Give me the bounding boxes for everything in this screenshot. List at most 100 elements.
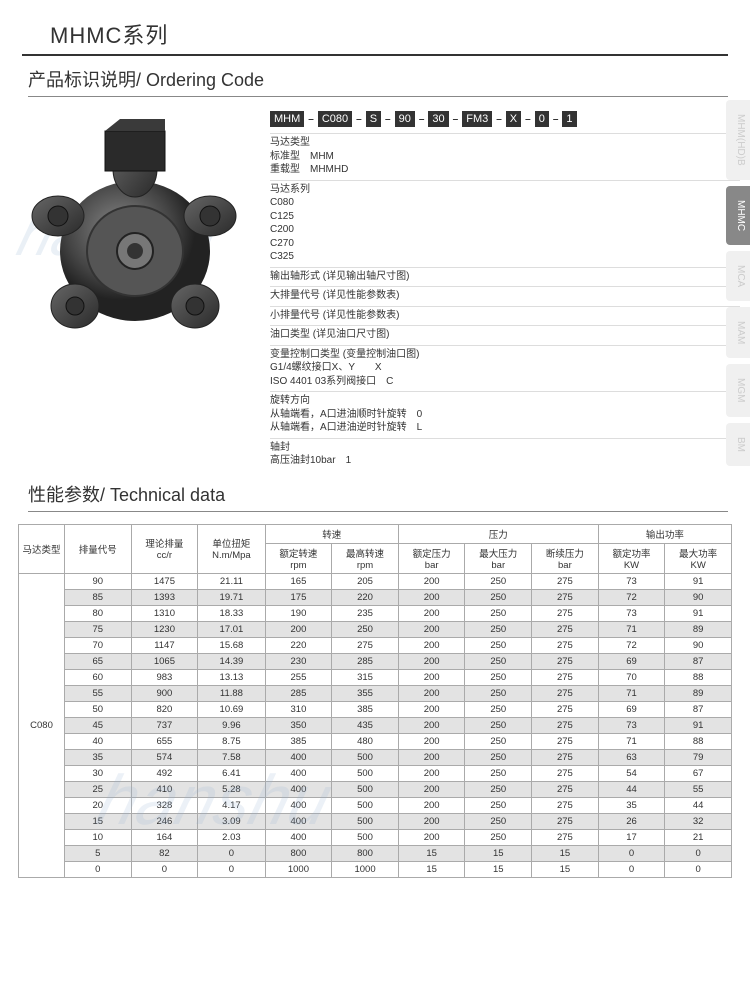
table-row: 65106514.392302852002502756987: [19, 653, 732, 669]
table-cell: 8.75: [198, 733, 265, 749]
table-cell: 250: [465, 685, 532, 701]
table-cell: 90: [65, 573, 132, 589]
technical-table: 马达类型排量代号理论排量cc/r单位扭矩N.m/Mpa转速压力输出功率额定转速r…: [18, 524, 732, 878]
table-cell: 200: [398, 605, 465, 621]
side-tab[interactable]: MHMC: [726, 186, 750, 245]
table-cell: 492: [131, 765, 198, 781]
code-group-title: 马达类型: [270, 136, 310, 150]
code-box: X: [506, 111, 521, 127]
table-cell: 75: [65, 621, 132, 637]
table-cell: 250: [332, 621, 399, 637]
code-group: 马达系列C080C125C200C270C325: [270, 180, 740, 264]
table-cell: 200: [398, 797, 465, 813]
table-cell: 275: [532, 701, 599, 717]
table-cell: 400: [265, 829, 332, 845]
table-cell: 0: [198, 861, 265, 877]
table-cell: 70: [598, 669, 665, 685]
code-group-line: 高压油封10bar 1: [270, 454, 740, 468]
table-cell: 574: [131, 749, 198, 765]
table-cell: 400: [265, 765, 332, 781]
table-cell: 1230: [131, 621, 198, 637]
side-tab[interactable]: MAM: [726, 307, 750, 358]
table-cell: 71: [598, 733, 665, 749]
table-cell: 250: [465, 813, 532, 829]
table-row: 355747.584005002002502756379: [19, 749, 732, 765]
table-cell: 250: [465, 717, 532, 733]
table-cell: 255: [265, 669, 332, 685]
table-cell: 25: [65, 781, 132, 797]
table-cell: 54: [598, 765, 665, 781]
table-cell: 5.28: [198, 781, 265, 797]
table-cell: 275: [332, 637, 399, 653]
table-cell: 200: [398, 637, 465, 653]
table-cell: 60: [65, 669, 132, 685]
table-cell: 285: [265, 685, 332, 701]
table-header-group: 输出功率: [598, 524, 731, 543]
table-cell: 19.71: [198, 589, 265, 605]
code-group-line: 从轴端看，A口进油顺时针旋转 0: [270, 408, 740, 422]
table-cell: 200: [398, 573, 465, 589]
side-tab[interactable]: MGM: [726, 364, 750, 416]
table-cell: 44: [665, 797, 732, 813]
code-group-title: 大排量代号 (详见性能参数表): [270, 289, 399, 303]
table-cell: 1000: [265, 861, 332, 877]
table-cell: 200: [398, 749, 465, 765]
table-cell: 0: [598, 845, 665, 861]
table-cell: 250: [465, 701, 532, 717]
side-tab[interactable]: BM: [726, 423, 750, 466]
table-cell: 15: [65, 813, 132, 829]
code-dash: –: [496, 114, 502, 125]
side-tab[interactable]: MHM(HD)B: [726, 100, 750, 180]
code-box: MHM: [270, 111, 304, 127]
table-cell: 0: [665, 845, 732, 861]
table-cell: 44: [598, 781, 665, 797]
table-cell: 200: [398, 621, 465, 637]
table-cell: 500: [332, 813, 399, 829]
table-cell: 328: [131, 797, 198, 813]
table-cell: 400: [265, 781, 332, 797]
table-cell: 15: [532, 845, 599, 861]
table-cell: 250: [465, 669, 532, 685]
code-group-line: G1/4螺纹接口X、Y X: [270, 361, 740, 375]
table-cell: 71: [598, 685, 665, 701]
ordering-section: MHM–C080–S–90–30–FM3–X–0–1 马达类型标准型 MHM重载…: [0, 101, 750, 471]
table-cell: 89: [665, 621, 732, 637]
table-cell: 275: [532, 653, 599, 669]
code-group-line: 从轴端看，A口进油逆时针旋转 L: [270, 421, 740, 435]
table-cell: 45: [65, 717, 132, 733]
code-box-row: MHM–C080–S–90–30–FM3–X–0–1: [270, 111, 740, 127]
table-cell: 275: [532, 589, 599, 605]
table-cell: 80: [65, 605, 132, 621]
table-cell: 500: [332, 829, 399, 845]
table-cell: 3.09: [198, 813, 265, 829]
table-cell: 200: [398, 829, 465, 845]
code-box: 90: [395, 111, 415, 127]
table-cell: 71: [598, 621, 665, 637]
table-cell: 30: [65, 765, 132, 781]
table-row: 406558.753854802002502757188: [19, 733, 732, 749]
table-cell: 200: [398, 701, 465, 717]
side-tab[interactable]: MCA: [726, 251, 750, 301]
table-cell: 200: [398, 733, 465, 749]
table-cell: 40: [65, 733, 132, 749]
table-cell: 250: [465, 733, 532, 749]
table-cell: 400: [265, 797, 332, 813]
code-group-line: C125: [270, 210, 740, 224]
table-cell: 275: [532, 637, 599, 653]
table-row: 5590011.882853552002502757189: [19, 685, 732, 701]
table-cell: 500: [332, 797, 399, 813]
table-cell: 250: [465, 797, 532, 813]
code-group-line: C270: [270, 237, 740, 251]
table-cell: 9.96: [198, 717, 265, 733]
table-cell: 285: [332, 653, 399, 669]
ordering-title: 产品标识说明/ Ordering Code: [28, 66, 728, 97]
code-group-title: 旋转方向: [270, 394, 310, 408]
table-row: 75123017.012002502002502757189: [19, 621, 732, 637]
table-header-group: 转速: [265, 524, 398, 543]
table-cell: 250: [465, 589, 532, 605]
table-cell: 2.03: [198, 829, 265, 845]
table-cell: 1065: [131, 653, 198, 669]
table-cell: 7.58: [198, 749, 265, 765]
table-cell: 21.11: [198, 573, 265, 589]
table-cell: 200: [398, 653, 465, 669]
